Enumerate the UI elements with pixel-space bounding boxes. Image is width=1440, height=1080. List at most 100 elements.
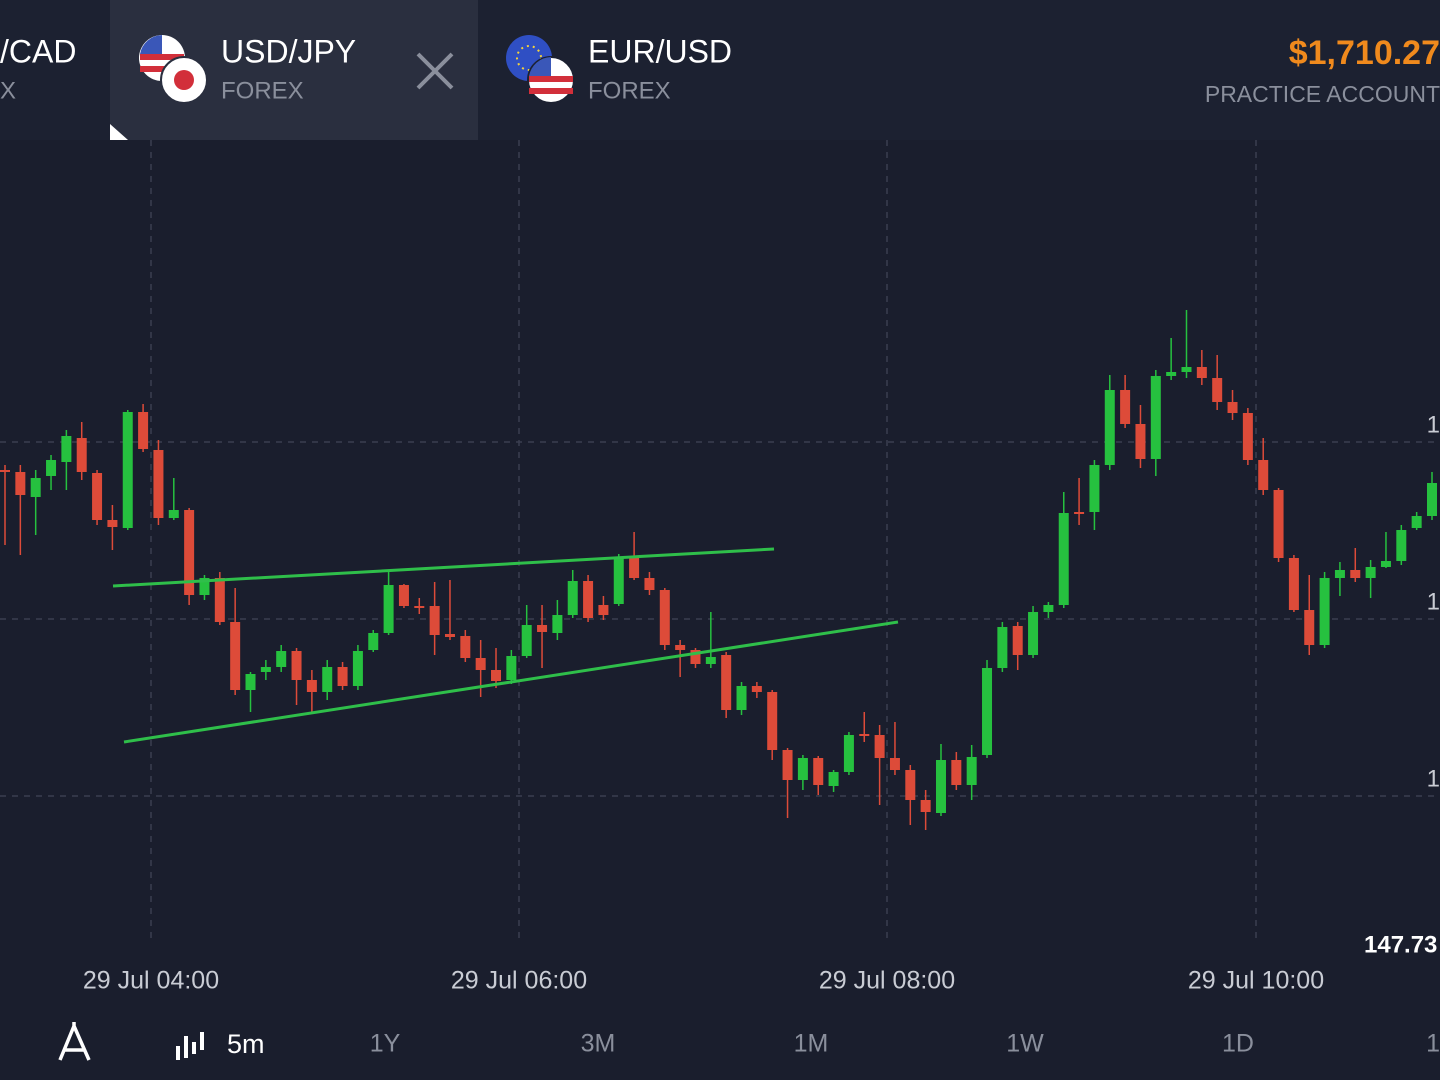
tab-corner (110, 124, 128, 140)
candle-body (383, 585, 394, 633)
flag-stripe (529, 76, 573, 82)
candle-body (475, 658, 486, 670)
candle-body (352, 651, 363, 686)
candle-body (138, 412, 149, 449)
time-label: 29 Jul 06:00 (451, 967, 587, 995)
candle-body (782, 750, 793, 780)
range-button[interactable]: 1Y (370, 1030, 401, 1058)
tab-market: FOREX (588, 77, 671, 104)
candle-body (583, 581, 594, 618)
candle-body (429, 606, 440, 635)
candle-body (30, 478, 41, 497)
flag-canton (529, 57, 551, 76)
candle-body (997, 627, 1008, 668)
candle-body (966, 757, 977, 785)
candle-body (675, 645, 686, 650)
candle-body (1181, 367, 1192, 372)
candle-body (982, 668, 993, 755)
tab-market: FOREX (221, 77, 304, 104)
price-label: 1 (1427, 765, 1440, 792)
range-button[interactable]: 1W (1006, 1030, 1044, 1058)
candle-body (537, 625, 548, 632)
candle-body (1427, 483, 1437, 516)
close-tab[interactable] (416, 52, 454, 90)
candle-body (398, 585, 409, 606)
candle-body (813, 758, 824, 785)
candle-body (122, 412, 133, 528)
range-button[interactable]: 1 (1426, 1030, 1440, 1058)
candle-body (245, 674, 256, 690)
candle-body (184, 510, 195, 595)
candle-body (751, 686, 762, 692)
trend-line[interactable] (112, 547, 775, 588)
candle-body (61, 436, 72, 462)
candle-body (1135, 424, 1146, 459)
candle-body (644, 578, 655, 590)
candle-body (260, 667, 271, 672)
candle-body (629, 557, 640, 578)
candle-body (1074, 512, 1085, 514)
candle-body (1120, 390, 1131, 424)
chart-type-icon[interactable] (176, 1032, 204, 1060)
flag-stripe (140, 66, 184, 72)
flag-eu-stars (516, 45, 542, 71)
price-label: 1 (1427, 411, 1440, 438)
tab-symbol[interactable]: EUR/USD (588, 33, 732, 69)
balance[interactable]: $1,710.27 (1289, 34, 1440, 72)
candle-body (721, 655, 732, 710)
candle-body (1396, 530, 1407, 561)
tab-symbol[interactable]: USD/JPY (221, 33, 356, 69)
candle-body (1104, 390, 1115, 465)
tab-symbol[interactable]: /CAD (0, 33, 76, 69)
trend-line[interactable] (123, 620, 899, 744)
candle-body (935, 760, 946, 813)
candle-body (199, 578, 210, 595)
time-label: 29 Jul 10:00 (1188, 967, 1324, 995)
candle-body (230, 622, 241, 690)
candle-body (659, 590, 670, 645)
price-label: 1 (1427, 588, 1440, 615)
candle-body (337, 667, 348, 686)
candle-body (15, 472, 26, 495)
candle-body (736, 686, 747, 710)
candle-body (690, 650, 701, 664)
candle-body (1273, 490, 1284, 558)
range-button[interactable]: 1M (794, 1030, 829, 1058)
candle-body (1411, 516, 1422, 528)
current-price: 147.73 (1364, 931, 1437, 958)
account-type[interactable]: PRACTICE ACCOUNT (1205, 81, 1440, 107)
candle-body (705, 657, 716, 664)
candle-body (613, 557, 624, 604)
candle-body (1319, 578, 1330, 645)
candle-body (1288, 558, 1299, 610)
candle-body (92, 473, 103, 520)
candle-body (107, 520, 118, 527)
candle-body (153, 450, 164, 518)
price-tag (1340, 925, 1440, 967)
candle-body (322, 667, 333, 692)
interval[interactable]: 5m (227, 1029, 265, 1059)
candle-body (828, 772, 839, 786)
candle-body (168, 510, 179, 518)
candle-body (1012, 626, 1023, 655)
candle-body (797, 758, 808, 780)
candle-body (0, 470, 10, 472)
time-label: 29 Jul 08:00 (819, 967, 955, 995)
candle-body (1304, 610, 1315, 645)
candle-body (1058, 513, 1069, 605)
range-button[interactable]: 1D (1222, 1030, 1254, 1058)
candle-body (1242, 413, 1253, 460)
candle-body (1258, 460, 1269, 490)
drawing-tool[interactable] (58, 1022, 91, 1061)
candle-body (444, 634, 455, 637)
candle-body (567, 581, 578, 615)
candle-body (491, 670, 502, 681)
range-button[interactable]: 3M (581, 1030, 616, 1058)
candle-body (291, 651, 302, 680)
flag-jp-sun (174, 70, 194, 90)
candle-body (1196, 367, 1207, 378)
candle-body (521, 625, 532, 656)
candle-body (859, 734, 870, 736)
